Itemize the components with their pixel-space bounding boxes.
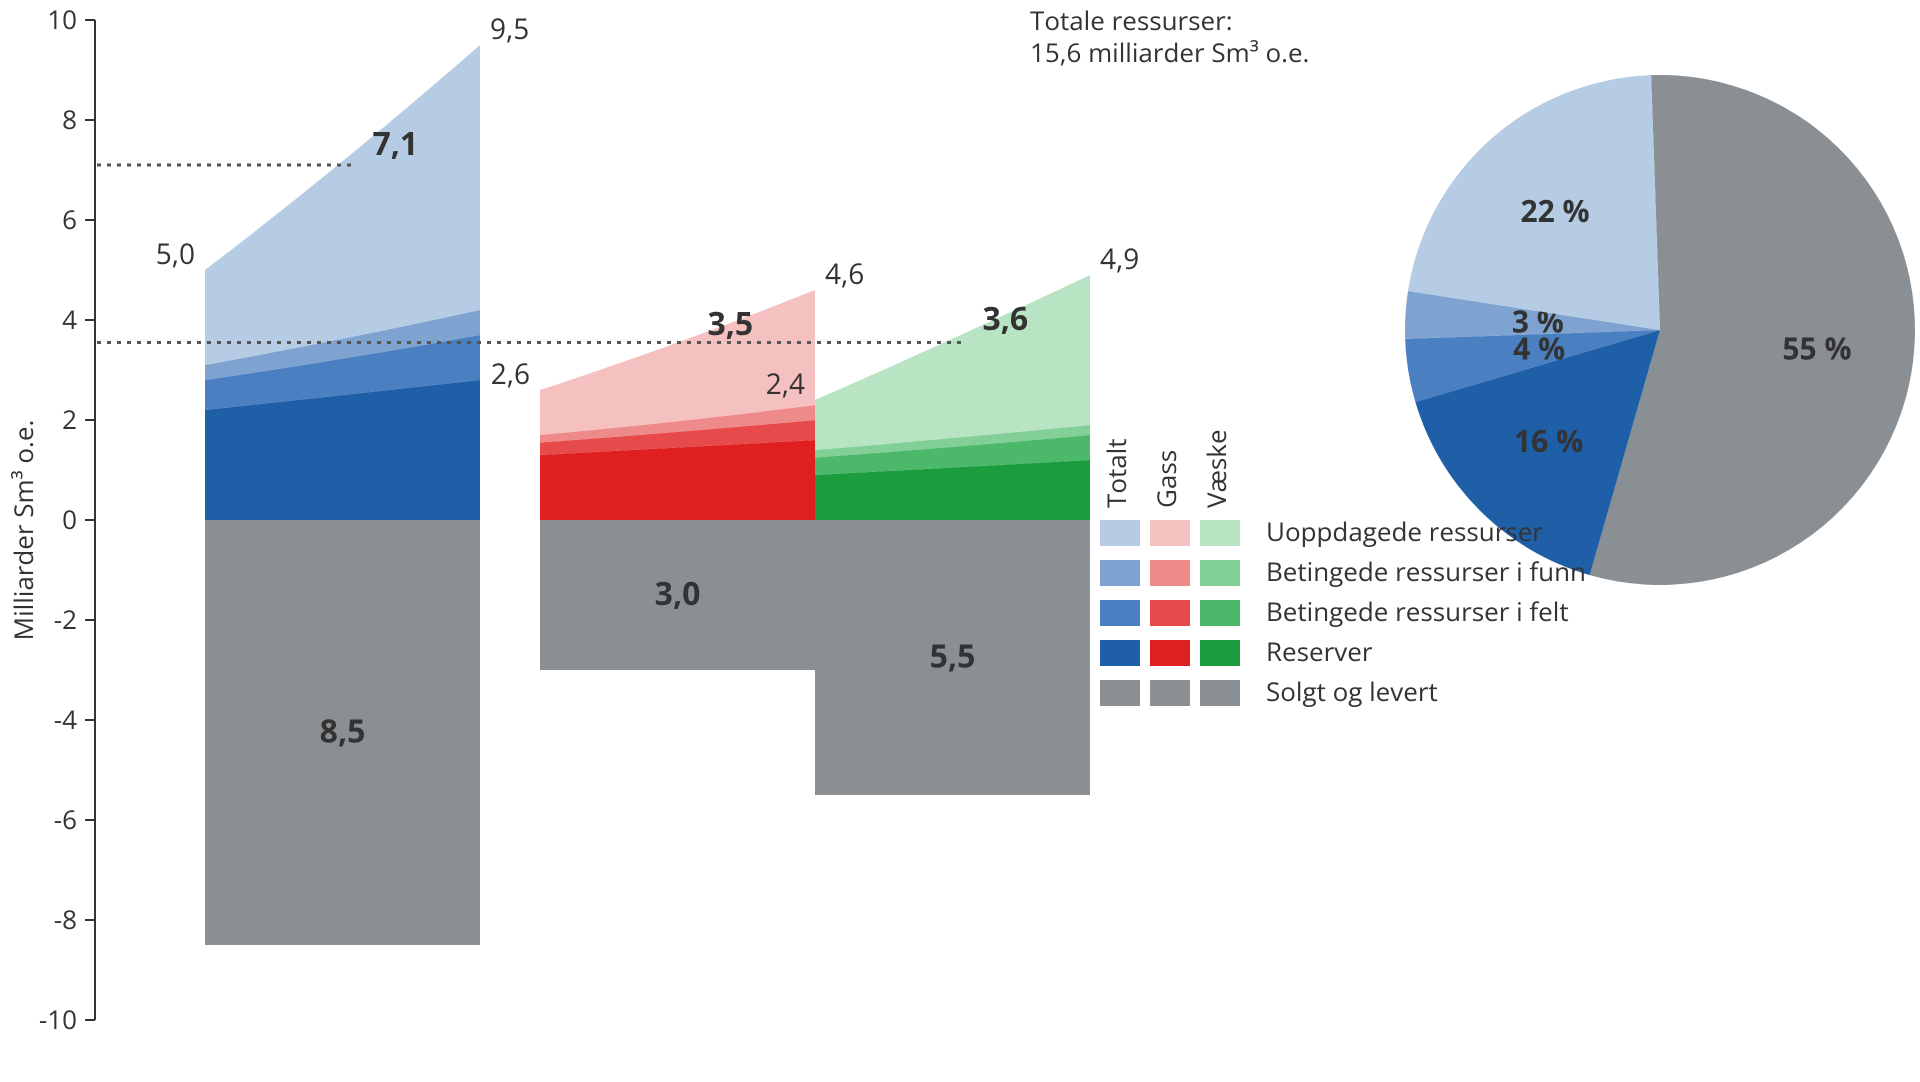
y-tick-label: -2 [54, 601, 77, 637]
pie-label-1: 16 % [1514, 420, 1583, 461]
legend-swatch-1-funn [1150, 560, 1190, 586]
y-tick-label: 6 [62, 201, 77, 237]
legend-swatch-1-uoppdaget [1150, 520, 1190, 546]
label-low-gass: 2,6 [491, 355, 530, 393]
legend-col-1: Gass [1148, 450, 1184, 508]
resource-chart: -10 -8 -6 -4 -2 0 2 4 6 8 10 Milliarder Sm³ o.e. 5,0… [0, 0, 1920, 1082]
legend-swatch-2-uoppdaget [1200, 520, 1240, 546]
label-sold-totalt: 8,5 [320, 710, 366, 753]
legend-swatch-0-uoppdaget [1100, 520, 1140, 546]
y-tick-label: -4 [54, 701, 77, 737]
legend-swatch-0-funn [1100, 560, 1140, 586]
legend-swatch-2-sold [1200, 680, 1240, 706]
y-tick-label: -10 [39, 1001, 77, 1037]
legend-swatch-1-felt [1150, 600, 1190, 626]
legend-col-2: Væske [1198, 429, 1234, 508]
y-tick-label: -8 [54, 901, 77, 937]
label-low-vaeske: 2,4 [766, 365, 805, 403]
y-tick-label: 2 [62, 401, 77, 437]
legend-label-funn: Betingede ressurser i funn [1266, 553, 1586, 589]
label-sold-vaeske: 5,5 [930, 635, 976, 678]
pie-title-line1: Totale ressurser: [1030, 2, 1233, 38]
layer-vaeske-uoppdaget [815, 275, 1090, 450]
legend-swatch-2-reserver [1200, 640, 1240, 666]
y-tick-label: -6 [54, 801, 77, 837]
pie-label-0: 55 % [1782, 327, 1851, 368]
legend-label-uoppdaget: Uoppdagede ressurser [1266, 513, 1543, 549]
legend-swatch-1-sold [1150, 680, 1190, 706]
legend-swatch-0-sold [1100, 680, 1140, 706]
legend-col-0: Totalt [1098, 438, 1134, 508]
legend-swatch-0-reserver [1100, 640, 1140, 666]
y-axis-title: Milliarder Sm³ o.e. [5, 420, 41, 641]
layer-totalt-uoppdaget [205, 45, 480, 365]
legend-label-felt: Betingede ressurser i felt [1266, 593, 1569, 629]
pie-title-line2: 15,6 milliarder Sm³ o.e. [1030, 34, 1309, 70]
y-tick-label: 0 [62, 501, 77, 537]
legend-swatch-2-funn [1200, 560, 1240, 586]
label-high-vaeske: 4,9 [1100, 240, 1139, 278]
legend-swatch-1-reserver [1150, 640, 1190, 666]
label-mid-vaeske: 3,6 [983, 297, 1029, 340]
y-tick-label: 4 [62, 301, 77, 337]
y-tick-label: 8 [62, 101, 77, 137]
y-tick-label: 10 [47, 1, 77, 37]
label-low-totalt: 5,0 [156, 235, 195, 273]
label-sold-gass: 3,0 [655, 572, 701, 615]
legend-label-reserver: Reserver [1266, 633, 1373, 669]
label-high-totalt: 9,5 [490, 10, 529, 48]
pie-label-4: 22 % [1520, 190, 1589, 231]
label-mid-gass: 3,5 [708, 302, 754, 345]
label-mid-totalt: 7,1 [373, 122, 419, 165]
label-high-gass: 4,6 [825, 255, 864, 293]
legend-swatch-0-felt [1100, 600, 1140, 626]
legend-swatch-2-felt [1200, 600, 1240, 626]
legend-label-sold: Solgt og levert [1266, 673, 1438, 709]
